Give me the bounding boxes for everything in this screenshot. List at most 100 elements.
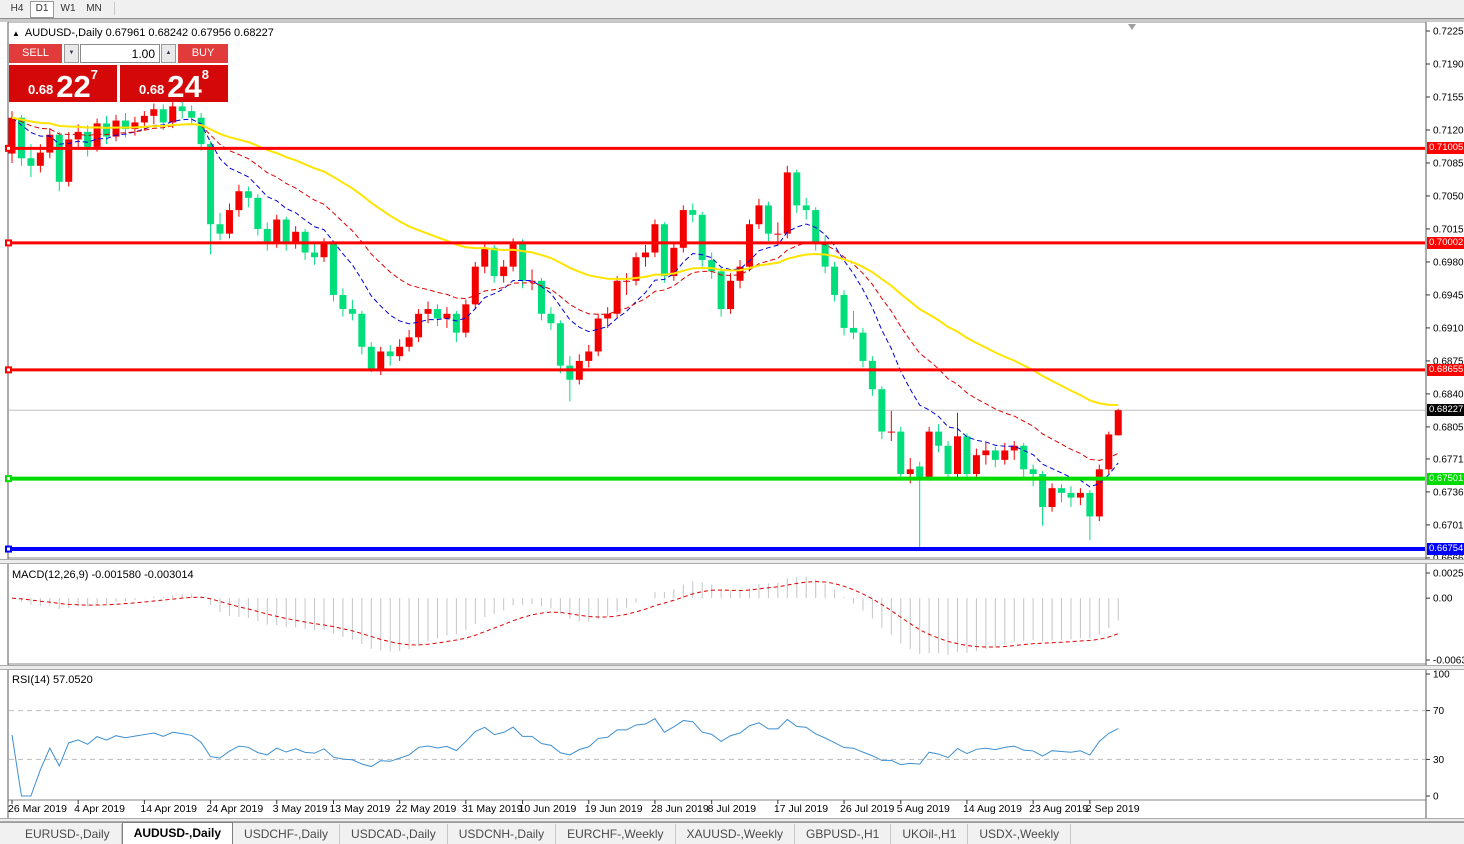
buy-price-big: 24 — [167, 69, 202, 104]
timeframe-w1-button[interactable]: W1 — [60, 3, 76, 14]
svg-text:4 Apr 2019: 4 Apr 2019 — [74, 803, 125, 815]
sell-quote-box[interactable]: 0.68 22 7 — [9, 65, 117, 102]
rsi-line — [11, 717, 1119, 797]
price-level-badge: 0.66754 — [1427, 543, 1464, 556]
svg-text:22 May 2019: 22 May 2019 — [396, 803, 457, 815]
svg-text:0.66660: 0.66660 — [1433, 553, 1464, 564]
spin-down-icon: ▼ — [68, 50, 75, 56]
svg-text:-0.006326: -0.006326 — [1433, 656, 1464, 667]
tab-ukoil-h1[interactable]: UKOil-,H1 — [891, 824, 969, 844]
svg-text:13 May 2019: 13 May 2019 — [329, 803, 390, 815]
svg-text:10 Jun 2019: 10 Jun 2019 — [519, 803, 577, 815]
symbol-title: ▲ AUDUSD-,Daily 0.67961 0.68242 0.67956 0… — [12, 27, 274, 39]
buy-price-pipette: 8 — [201, 67, 210, 82]
volume-decrease-button[interactable]: ▼ — [64, 44, 79, 63]
tab-eurchf-weekly[interactable]: EURCHF-,Weekly — [556, 824, 676, 844]
svg-text:8 Jul 2019: 8 Jul 2019 — [708, 803, 757, 815]
tab-usdcnh-daily[interactable]: USDCNH-,Daily — [448, 824, 557, 844]
svg-text:14 Aug 2019: 14 Aug 2019 — [963, 803, 1022, 815]
svg-text:14 Apr 2019: 14 Apr 2019 — [140, 803, 197, 815]
ma-line-45 — [11, 116, 1119, 406]
svg-text:5 Aug 2019: 5 Aug 2019 — [897, 803, 950, 815]
price-levels-layer — [5, 144, 1425, 553]
window-separator-macd[interactable] — [0, 559, 1464, 564]
buy-button[interactable]: BUY — [178, 44, 228, 63]
ma-line-20 — [11, 117, 1119, 461]
macd-layer: 0.002574 0.00 -0.006326 — [11, 569, 1464, 667]
rsi-label: RSI(14) 57.0520 — [12, 674, 93, 686]
macd-label: MACD(12,26,9) -0.001580 -0.003014 — [12, 569, 194, 581]
tab-gbpusd-h1[interactable]: GBPUSD-,H1 — [795, 824, 892, 844]
tab-usdx-weekly[interactable]: USDX-,Weekly — [968, 824, 1072, 844]
volume-input[interactable] — [80, 44, 160, 63]
spin-up-icon: ▲ — [165, 50, 172, 56]
window-top-border — [0, 18, 1464, 22]
toolbar-separator — [114, 2, 115, 15]
svg-text:28 Jun 2019: 28 Jun 2019 — [651, 803, 709, 815]
tab-xauusd-weekly[interactable]: XAUUSD-,Weekly — [676, 824, 795, 844]
timeframe-mn-button[interactable]: MN — [86, 3, 102, 14]
one-click-trading-panel: SELL ▼ ▲ BUY 0.68 22 7 0.68 24 8 — [9, 44, 228, 102]
svg-text:26 Jul 2019: 26 Jul 2019 — [840, 803, 894, 815]
chart-shift-marker — [1128, 24, 1136, 30]
svg-text:19 Jun 2019: 19 Jun 2019 — [585, 803, 643, 815]
svg-text:23 Aug 2019: 23 Aug 2019 — [1029, 803, 1088, 815]
svg-text:17 Jul 2019: 17 Jul 2019 — [774, 803, 828, 815]
svg-text:0.002574: 0.002574 — [1433, 569, 1464, 580]
chart-tabs-bar: EURUSD-,Daily AUDUSD-,Daily USDCHF-,Dail… — [0, 822, 1464, 844]
sell-price-pipette: 7 — [90, 67, 99, 82]
svg-text:0.00: 0.00 — [1433, 594, 1453, 605]
svg-text:3 May 2019: 3 May 2019 — [273, 803, 328, 815]
svg-text:70: 70 — [1433, 706, 1445, 717]
volume-increase-button[interactable]: ▲ — [161, 44, 176, 63]
tab-audusd-daily[interactable]: AUDUSD-,Daily — [121, 822, 234, 844]
macd-signal-line — [11, 581, 1119, 648]
timeframe-d1-button[interactable]: D1 — [30, 1, 54, 18]
svg-text:26 Mar 2019: 26 Mar 2019 — [8, 803, 67, 815]
sell-price-prefix: 0.68 — [27, 82, 54, 97]
svg-text:100: 100 — [1433, 670, 1450, 681]
price-level-badge: 0.70002 — [1427, 236, 1464, 249]
buy-price-prefix: 0.68 — [138, 82, 165, 97]
price-level-badge: 0.67501 — [1427, 472, 1464, 485]
buy-quote-box[interactable]: 0.68 24 8 — [120, 65, 228, 102]
window-separator-bottom[interactable] — [0, 818, 1464, 822]
svg-text:24 Apr 2019: 24 Apr 2019 — [207, 803, 264, 815]
svg-text:31 May 2019: 31 May 2019 — [462, 803, 523, 815]
sell-price-big: 22 — [56, 69, 91, 104]
window-separator-rsi[interactable] — [0, 665, 1464, 670]
sell-button[interactable]: SELL — [9, 44, 62, 63]
chart-frame — [7, 21, 1427, 818]
moving-averages-layer — [11, 116, 1119, 488]
svg-text:2 Sep 2019: 2 Sep 2019 — [1086, 803, 1140, 815]
tab-usdcad-daily[interactable]: USDCAD-,Daily — [340, 824, 448, 844]
timeframe-h4-button[interactable]: H4 — [10, 3, 24, 14]
ma-line-10 — [11, 117, 1119, 488]
tab-usdchf-daily[interactable]: USDCHF-,Daily — [233, 824, 341, 844]
collapse-arrow-icon: ▲ — [12, 29, 20, 38]
price-level-badge: 0.68655 — [1427, 363, 1464, 376]
price-level-badge: 0.71005 — [1427, 142, 1464, 155]
date-axis: 26 Mar 2019 4 Apr 2019 14 Apr 2019 24 Apr 2… — [8, 800, 1140, 815]
tab-eurusd-daily[interactable]: EURUSD-,Daily — [14, 824, 122, 844]
rsi-layer: 100 70 30 0 — [9, 670, 1450, 803]
svg-text:0: 0 — [1433, 792, 1439, 803]
timeframe-toolbar: H4 D1 W1 MN — [0, 0, 1464, 19]
price-level-badge: 0.68227 — [1427, 404, 1464, 417]
